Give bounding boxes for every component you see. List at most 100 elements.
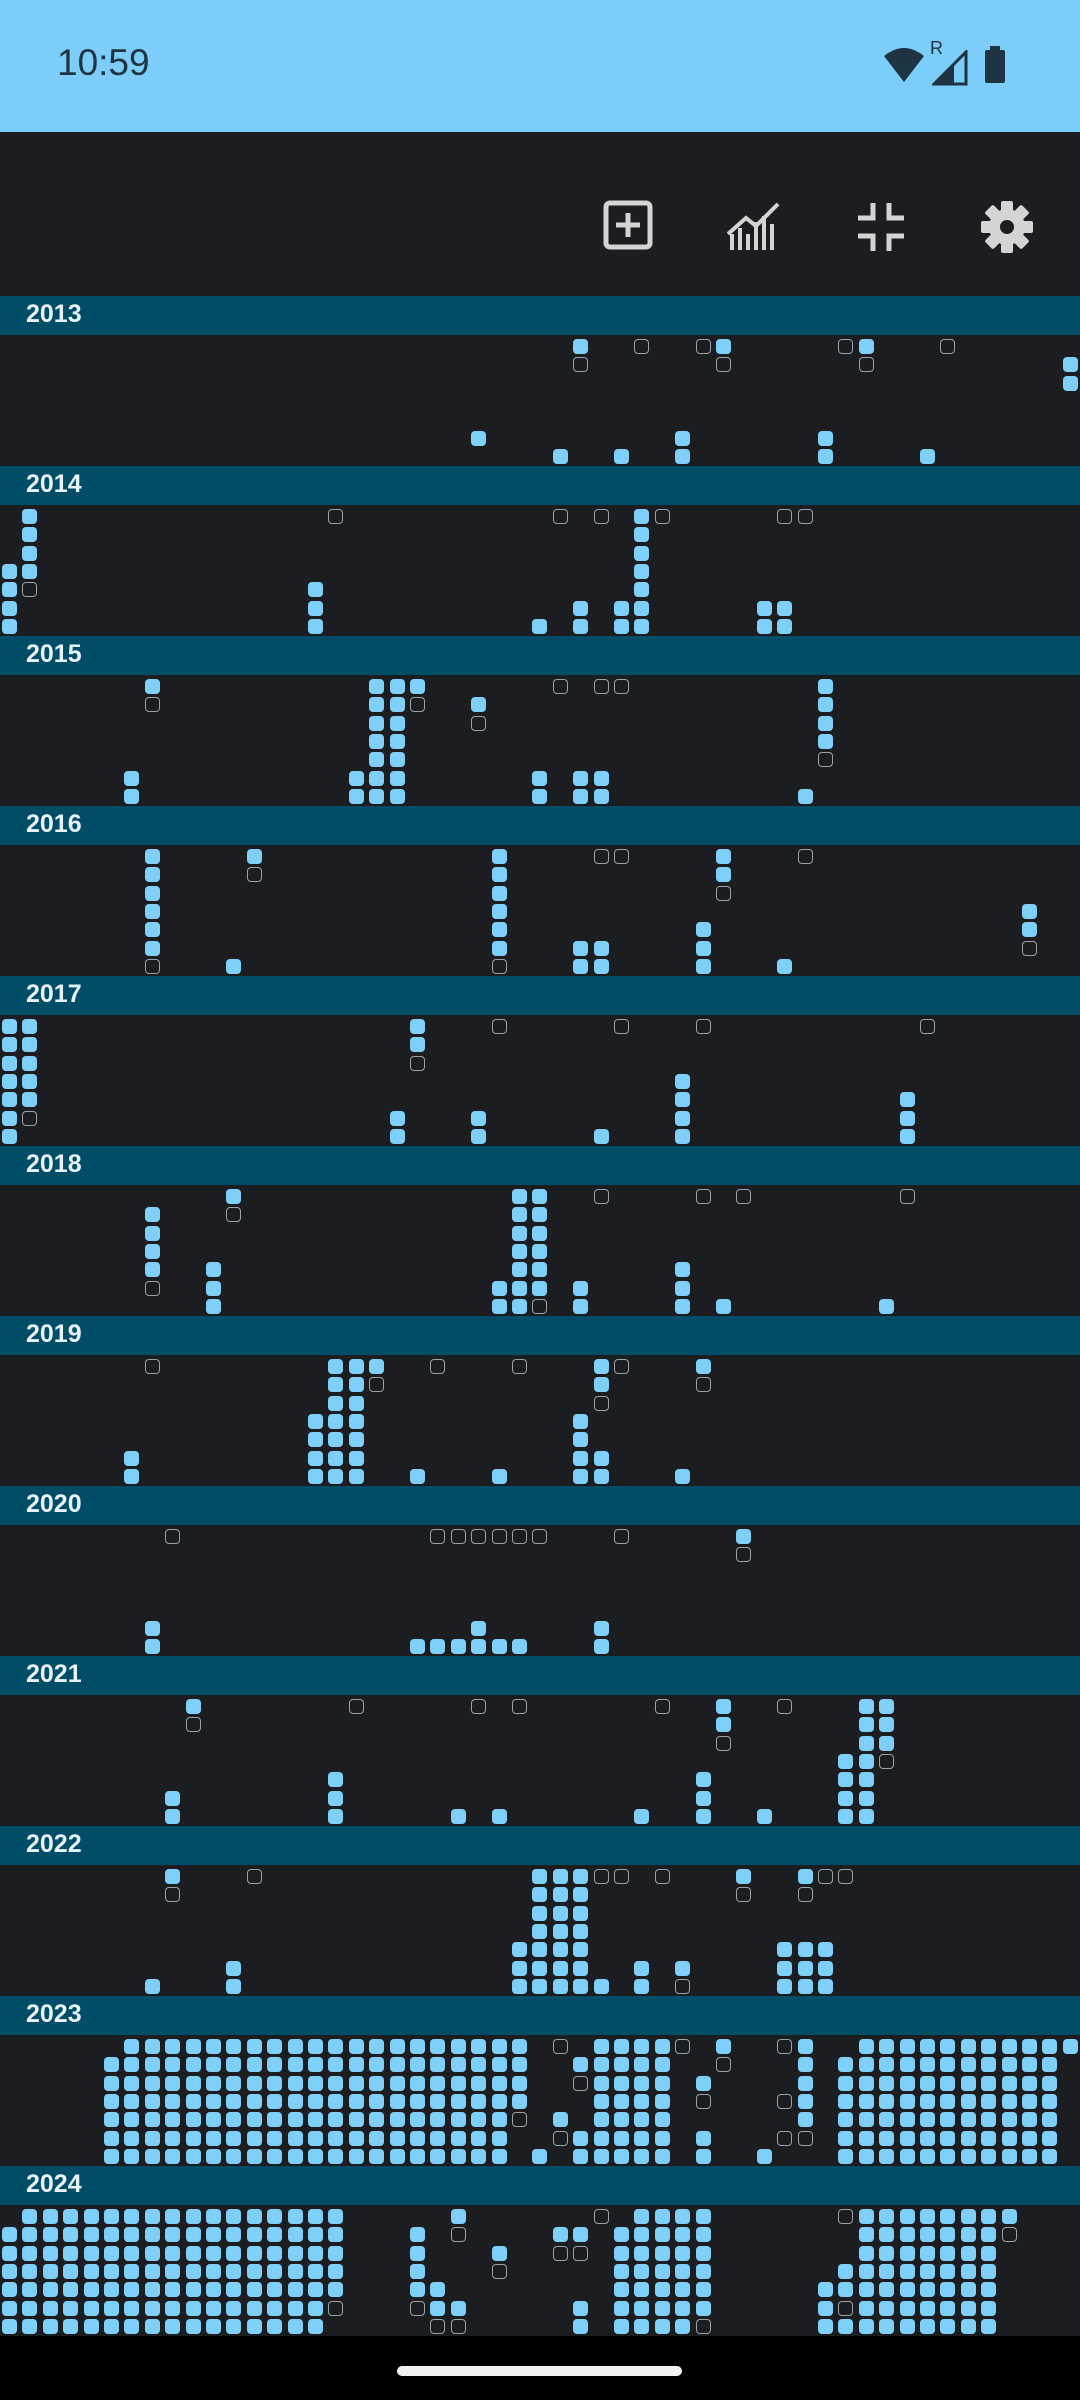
day-cell-filled[interactable] (226, 2039, 242, 2054)
day-cell-empty[interactable] (532, 1298, 548, 1314)
day-cell-filled[interactable] (491, 1298, 507, 1314)
day-cell-filled[interactable] (654, 2245, 670, 2261)
day-cell-filled[interactable] (165, 2148, 181, 2164)
day-cell-filled[interactable] (675, 2263, 691, 2279)
day-cell-filled[interactable] (42, 2227, 58, 2243)
day-cell-filled[interactable] (124, 1468, 140, 1484)
day-cell-filled[interactable] (185, 2148, 201, 2164)
day-cell-filled[interactable] (940, 2209, 956, 2224)
day-cell-empty[interactable] (369, 1377, 385, 1393)
day-cell-filled[interactable] (818, 1960, 833, 1976)
day-cell-filled[interactable] (675, 448, 691, 464)
day-cell-filled[interactable] (960, 2039, 976, 2054)
day-cell-filled[interactable] (450, 2057, 466, 2073)
day-cell-filled[interactable] (675, 430, 691, 446)
day-cell-filled[interactable] (308, 2057, 323, 2073)
day-cell-filled[interactable] (389, 679, 405, 694)
day-cell-filled[interactable] (410, 2148, 425, 2164)
day-cell-empty[interactable] (777, 1699, 793, 1714)
day-cell-filled[interactable] (491, 922, 507, 938)
day-cell-empty[interactable] (695, 1019, 711, 1034)
day-cell-empty[interactable] (614, 849, 629, 864)
day-cell-filled[interactable] (920, 2300, 935, 2316)
day-cell-filled[interactable] (899, 2318, 915, 2334)
day-cell-filled[interactable] (634, 527, 650, 543)
day-cell-filled[interactable] (654, 2130, 670, 2146)
day-cell-filled[interactable] (491, 940, 507, 956)
day-cell-filled[interactable] (328, 2282, 344, 2298)
day-cell-filled[interactable] (22, 527, 38, 543)
day-cell-filled[interactable] (675, 2300, 691, 2316)
day-cell-filled[interactable] (552, 448, 568, 464)
day-cell-filled[interactable] (573, 1869, 589, 1884)
day-cell-empty[interactable] (165, 1529, 181, 1544)
day-cell-empty[interactable] (532, 1529, 548, 1544)
day-cell-filled[interactable] (491, 1468, 507, 1484)
day-cell-filled[interactable] (63, 2227, 79, 2243)
day-cell-filled[interactable] (532, 788, 548, 804)
day-cell-filled[interactable] (695, 2300, 711, 2316)
day-cell-empty[interactable] (858, 357, 874, 373)
day-cell-filled[interactable] (369, 2148, 385, 2164)
day-cell-filled[interactable] (512, 2057, 527, 2073)
day-cell-filled[interactable] (920, 2130, 935, 2146)
day-cell-filled[interactable] (634, 545, 650, 561)
day-cell-filled[interactable] (144, 2148, 160, 2164)
day-cell-filled[interactable] (389, 2093, 405, 2109)
day-cell-empty[interactable] (695, 1377, 711, 1393)
day-cell-filled[interactable] (920, 2148, 935, 2164)
day-cell-filled[interactable] (206, 2282, 221, 2298)
day-cell-empty[interactable] (552, 679, 568, 694)
day-cell-filled[interactable] (144, 1243, 160, 1259)
day-cell-filled[interactable] (348, 2075, 364, 2091)
day-cell-filled[interactable] (654, 2227, 670, 2243)
day-cell-filled[interactable] (695, 2227, 711, 2243)
day-cell-filled[interactable] (593, 958, 609, 974)
day-cell-empty[interactable] (634, 339, 650, 354)
day-cell-filled[interactable] (838, 2112, 854, 2128)
day-cell-filled[interactable] (124, 770, 140, 786)
day-cell-filled[interactable] (450, 2300, 466, 2316)
day-cell-filled[interactable] (858, 1699, 874, 1714)
day-cell-filled[interactable] (879, 1717, 895, 1733)
day-cell-filled[interactable] (491, 1808, 507, 1824)
day-cell-filled[interactable] (369, 2075, 385, 2091)
day-cell-filled[interactable] (389, 2057, 405, 2073)
day-cell-filled[interactable] (267, 2039, 283, 2054)
day-cell-filled[interactable] (879, 2209, 895, 2224)
day-cell-filled[interactable] (899, 1110, 915, 1126)
day-cell-filled[interactable] (573, 1905, 589, 1921)
day-cell-filled[interactable] (675, 1960, 691, 1976)
day-cell-empty[interactable] (879, 1753, 895, 1769)
day-cell-filled[interactable] (491, 2148, 507, 2164)
day-cell-filled[interactable] (777, 1978, 793, 1994)
day-cell-filled[interactable] (797, 2039, 813, 2054)
day-cell-empty[interactable] (593, 679, 609, 694)
day-cell-filled[interactable] (899, 2057, 915, 2073)
day-cell-filled[interactable] (858, 1753, 874, 1769)
day-cell-filled[interactable] (614, 2263, 629, 2279)
day-cell-filled[interactable] (716, 1298, 731, 1314)
day-cell-filled[interactable] (389, 1128, 405, 1144)
day-cell-filled[interactable] (818, 430, 833, 446)
day-cell-filled[interactable] (756, 1808, 772, 1824)
day-cell-filled[interactable] (471, 2075, 487, 2091)
day-cell-filled[interactable] (328, 2245, 344, 2261)
day-cell-filled[interactable] (920, 2263, 935, 2279)
day-cell-filled[interactable] (206, 2130, 221, 2146)
day-cell-filled[interactable] (654, 2112, 670, 2128)
day-cell-filled[interactable] (981, 2209, 997, 2224)
day-cell-filled[interactable] (267, 2093, 283, 2109)
day-cell-filled[interactable] (797, 788, 813, 804)
day-cell-filled[interactable] (124, 2209, 140, 2224)
day-cell-filled[interactable] (818, 2318, 833, 2334)
day-cell-filled[interactable] (838, 2130, 854, 2146)
day-cell-empty[interactable] (144, 697, 160, 713)
day-cell-filled[interactable] (777, 958, 793, 974)
day-cell-filled[interactable] (42, 2282, 58, 2298)
day-cell-filled[interactable] (818, 2282, 833, 2298)
day-cell-filled[interactable] (593, 1128, 609, 1144)
day-cell-empty[interactable] (491, 1019, 507, 1034)
day-cell-empty[interactable] (593, 1869, 609, 1884)
day-cell-filled[interactable] (165, 1808, 181, 1824)
